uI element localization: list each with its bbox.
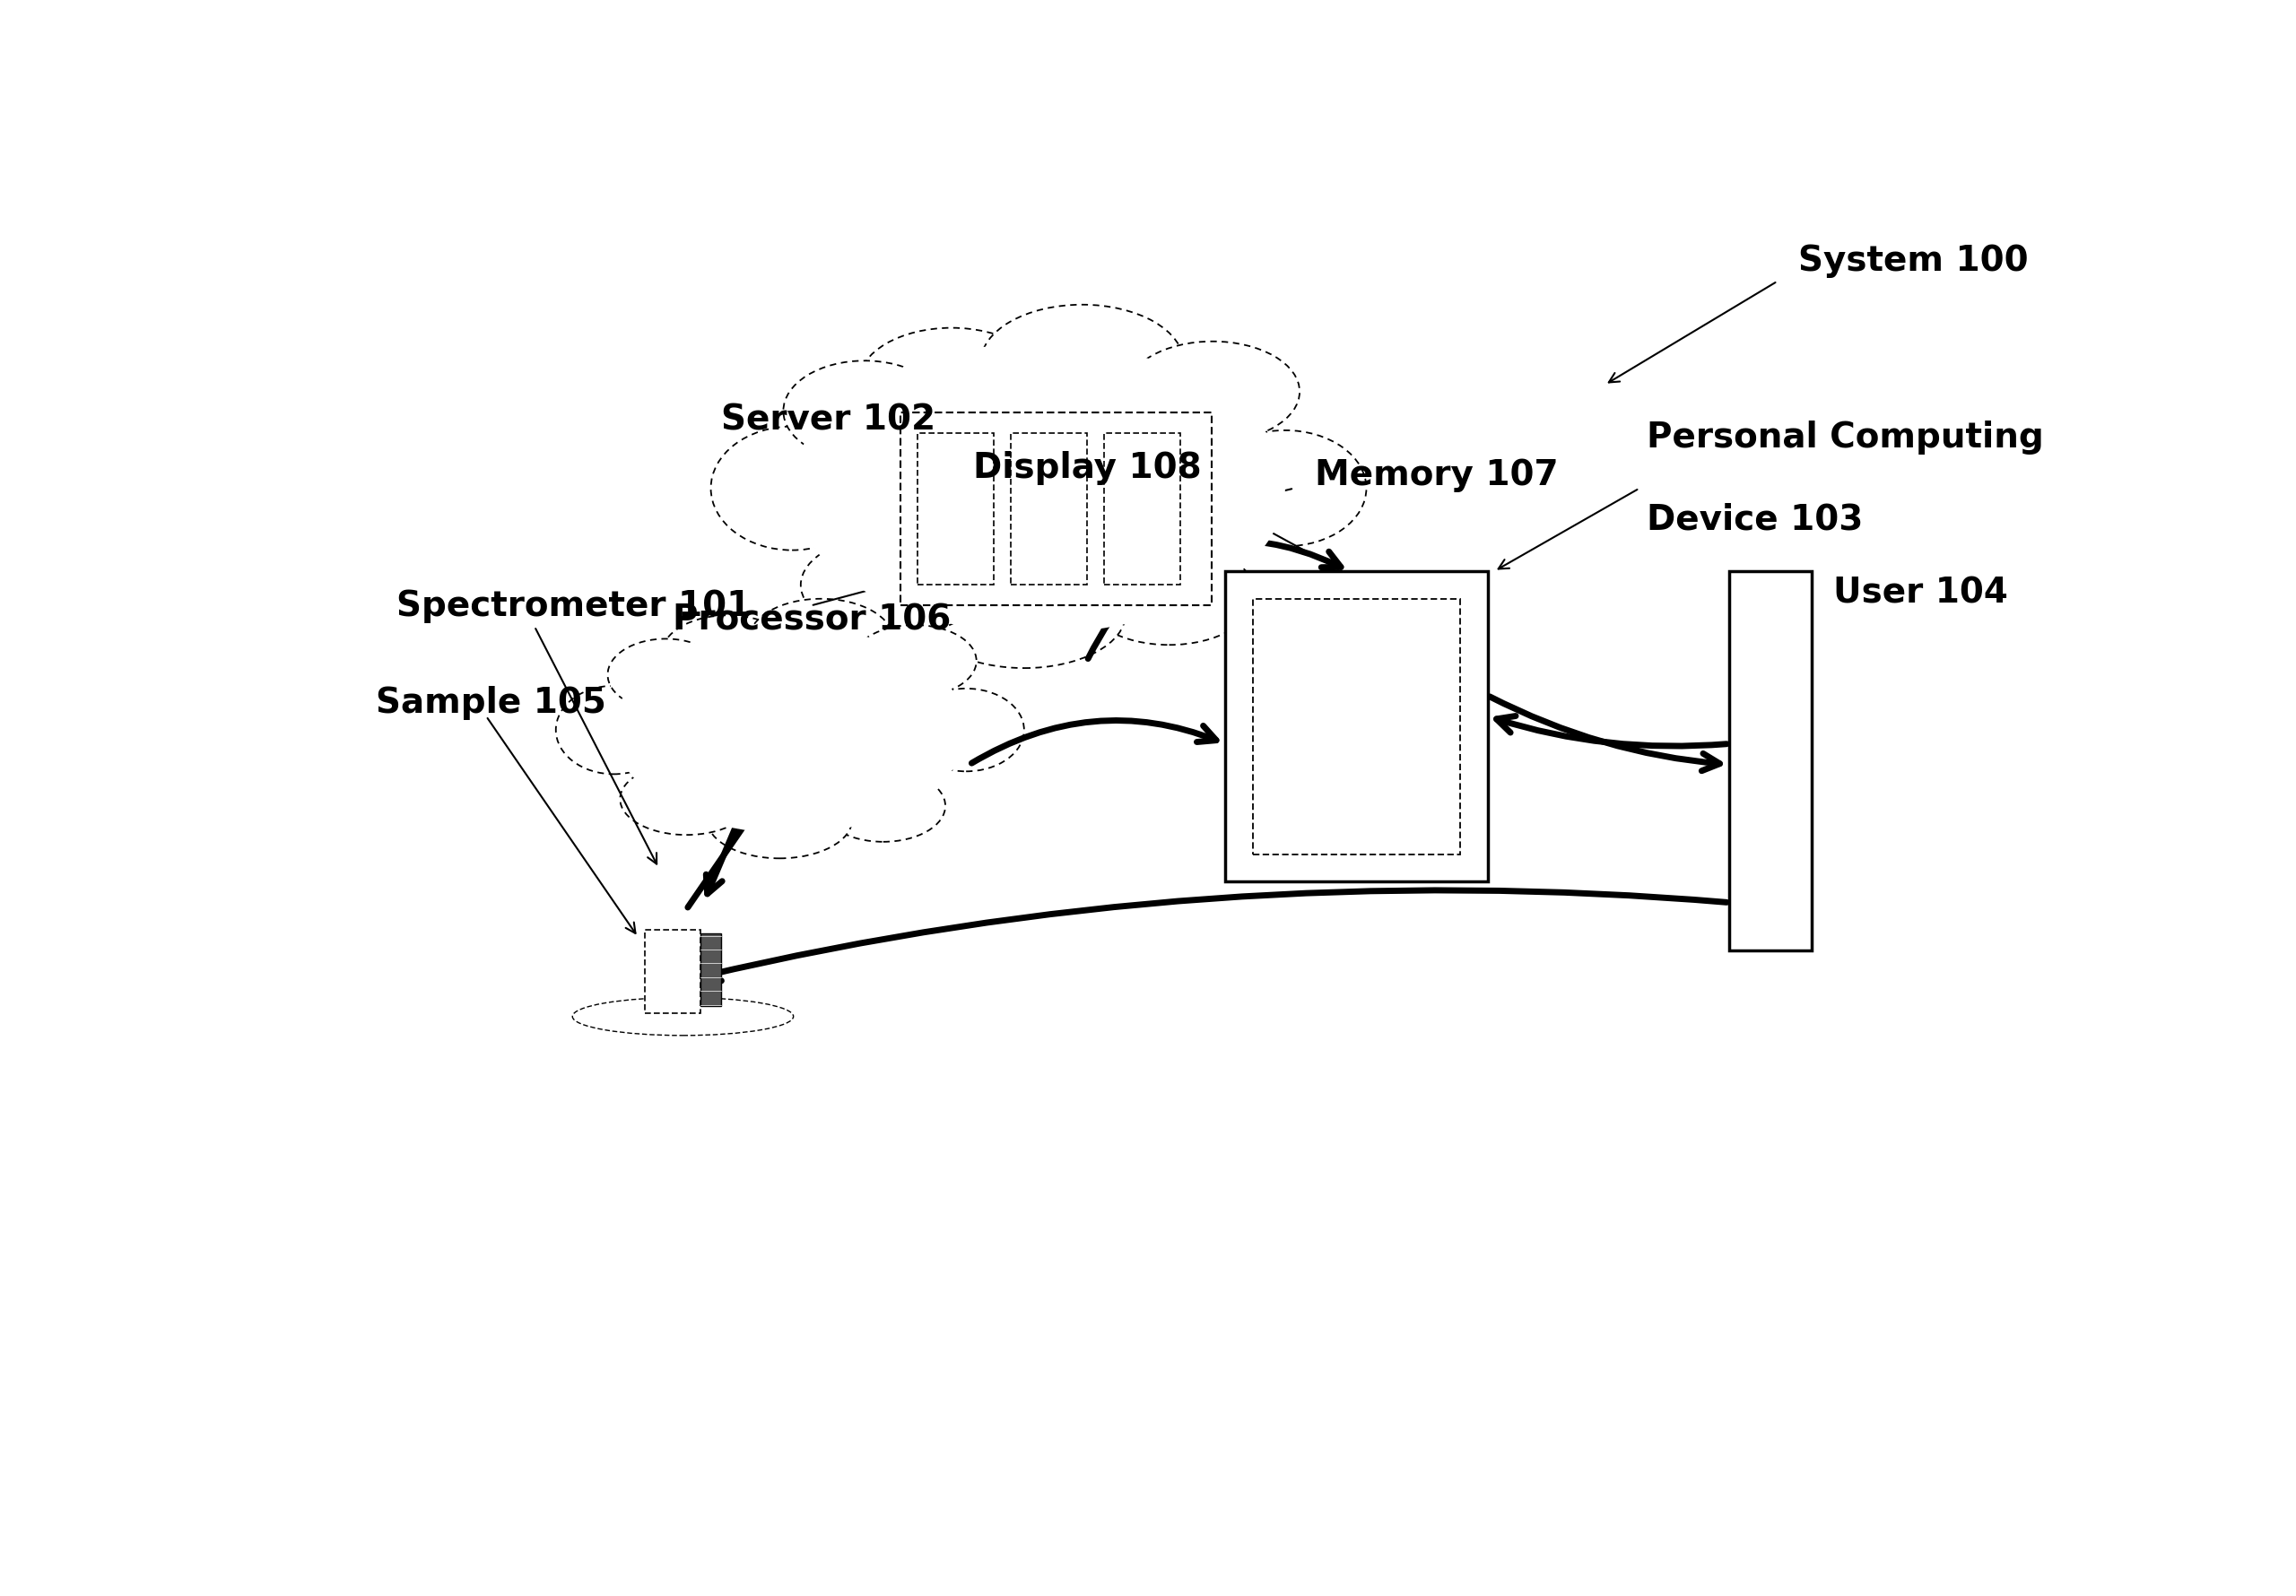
- Text: Sample 105: Sample 105: [377, 686, 606, 720]
- Text: System 100: System 100: [1798, 244, 2027, 278]
- Ellipse shape: [735, 286, 1343, 691]
- Ellipse shape: [620, 763, 753, 835]
- Ellipse shape: [613, 627, 967, 835]
- Ellipse shape: [923, 560, 1125, 669]
- Ellipse shape: [556, 686, 673, 774]
- Ellipse shape: [712, 428, 872, 551]
- Text: User 104: User 104: [1832, 576, 2007, 610]
- Ellipse shape: [980, 305, 1185, 421]
- Ellipse shape: [822, 771, 946, 843]
- Text: Personal Computing: Personal Computing: [1646, 420, 2043, 455]
- Bar: [900, 413, 1212, 606]
- Ellipse shape: [1081, 544, 1256, 645]
- Bar: [1729, 571, 1812, 951]
- Ellipse shape: [748, 600, 893, 681]
- Ellipse shape: [707, 782, 852, 859]
- Ellipse shape: [608, 640, 723, 712]
- Ellipse shape: [1125, 342, 1300, 442]
- Text: Device 103: Device 103: [1646, 503, 1862, 536]
- Bar: [918, 434, 994, 586]
- Ellipse shape: [661, 616, 794, 693]
- Bar: [1254, 600, 1460, 854]
- Text: Memory 107: Memory 107: [1316, 458, 1559, 492]
- Ellipse shape: [1203, 431, 1366, 547]
- Bar: [1226, 571, 1488, 883]
- Text: Processor 106: Processor 106: [673, 603, 951, 637]
- Ellipse shape: [801, 535, 987, 635]
- Bar: [700, 934, 721, 1007]
- Text: Spectrometer 101: Spectrometer 101: [397, 589, 751, 624]
- Ellipse shape: [907, 689, 1024, 772]
- Ellipse shape: [792, 345, 1286, 634]
- Ellipse shape: [572, 586, 1008, 875]
- Ellipse shape: [783, 361, 946, 461]
- Ellipse shape: [852, 626, 976, 697]
- Text: Server 102: Server 102: [721, 402, 934, 437]
- Bar: [1104, 434, 1180, 586]
- Bar: [645, 930, 700, 1013]
- Ellipse shape: [859, 329, 1045, 437]
- Bar: [1010, 434, 1086, 586]
- Text: Display 108: Display 108: [974, 452, 1201, 485]
